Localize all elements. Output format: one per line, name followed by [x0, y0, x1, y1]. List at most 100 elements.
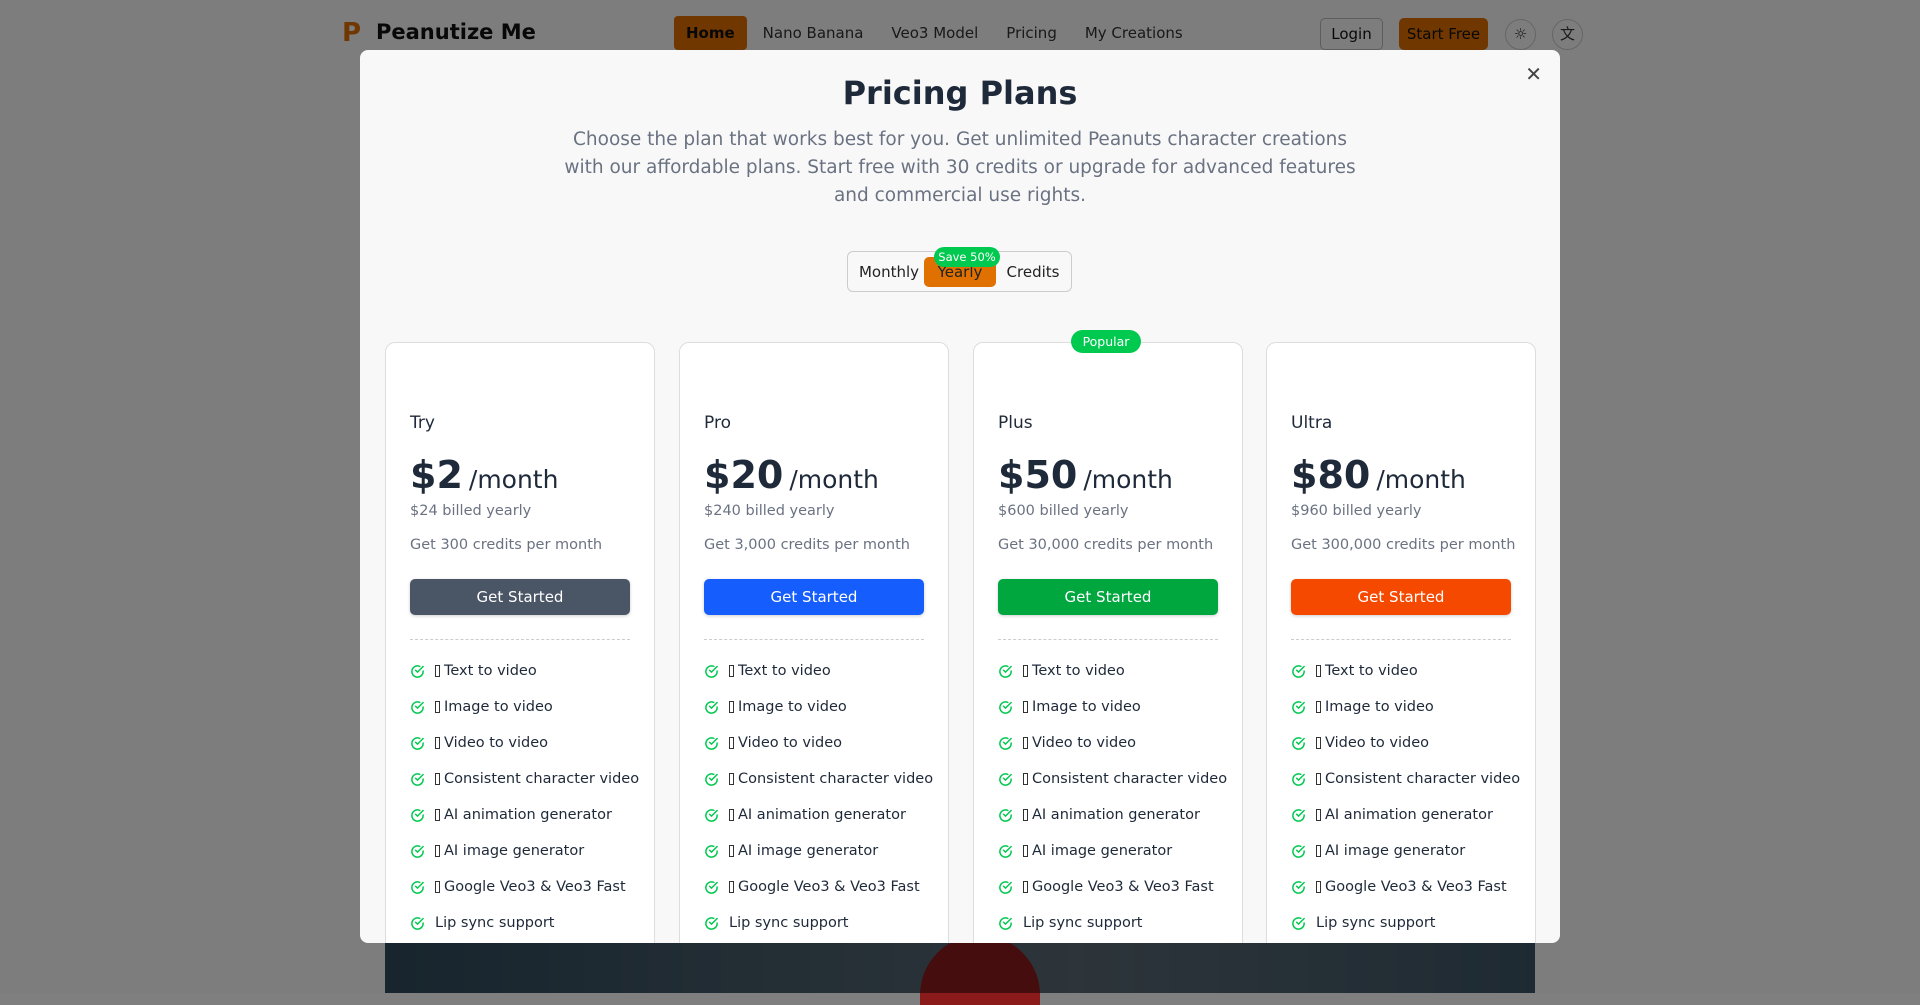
- check-circle-icon: [1292, 772, 1305, 786]
- check-circle-icon: [1292, 916, 1305, 930]
- feature-label: Consistent character video: [444, 771, 640, 787]
- feature-item: Video with sound effects: [1291, 941, 1525, 943]
- missing-emoji-icon: [1023, 881, 1028, 893]
- missing-emoji-icon: [435, 701, 440, 713]
- feature-label: Google Veo3 & Veo3 Fast: [1325, 879, 1507, 895]
- plan-price: $50/month: [998, 453, 1173, 497]
- feature-list: Text to video Image to video Video to vide…: [704, 653, 938, 943]
- feature-label: Text to video: [1325, 663, 1418, 679]
- plan-card-try: Try $2/month $24 billed yearly Get 300 c…: [385, 342, 655, 943]
- price-period: /month: [468, 465, 559, 494]
- plan-card-plus: Plus $50/month $600 billed yearly Get 30…: [973, 342, 1243, 943]
- feature-item: Text to video: [410, 653, 644, 689]
- plan-price: $20/month: [704, 453, 879, 497]
- check-circle-icon: [411, 700, 424, 714]
- price-amount: $20: [704, 453, 784, 497]
- missing-emoji-icon: [1023, 701, 1028, 713]
- feature-item: AI image generator: [998, 833, 1232, 869]
- plan-price: $80/month: [1291, 453, 1466, 497]
- missing-emoji-icon: [435, 773, 440, 785]
- check-circle-icon: [411, 772, 424, 786]
- feature-item: Lip sync support: [998, 905, 1232, 941]
- feature-label: Consistent character video: [1032, 771, 1228, 787]
- check-circle-icon: [411, 736, 424, 750]
- missing-emoji-icon: [729, 737, 734, 749]
- get-started-button[interactable]: Get Started: [704, 579, 924, 615]
- missing-emoji-icon: [435, 737, 440, 749]
- missing-emoji-icon: [729, 701, 734, 713]
- feature-label: Image to video: [1325, 699, 1434, 715]
- missing-emoji-icon: [729, 845, 734, 857]
- tab-monthly[interactable]: Monthly: [858, 263, 920, 281]
- feature-label: Video to video: [1032, 735, 1137, 751]
- pricing-modal: ✕ Pricing Plans Choose the plan that wor…: [360, 50, 1560, 943]
- get-started-button[interactable]: Get Started: [410, 579, 630, 615]
- feature-label: Google Veo3 & Veo3 Fast: [1032, 879, 1214, 895]
- check-circle-icon: [1292, 664, 1305, 678]
- feature-item: Google Veo3 & Veo3 Fast: [998, 869, 1232, 905]
- feature-item: Image to video: [704, 689, 938, 725]
- feature-list: Text to video Image to video Video to vide…: [1291, 653, 1525, 943]
- feature-item: Video to video: [410, 725, 644, 761]
- check-circle-icon: [411, 808, 424, 822]
- feature-label: Video to video: [738, 735, 843, 751]
- feature-label: Google Veo3 & Veo3 Fast: [738, 879, 920, 895]
- check-circle-icon: [705, 844, 718, 858]
- missing-emoji-icon: [1316, 701, 1321, 713]
- get-started-button[interactable]: Get Started: [1291, 579, 1511, 615]
- billed-text: $600 billed yearly: [998, 503, 1129, 519]
- check-circle-icon: [705, 880, 718, 894]
- price-period: /month: [789, 465, 879, 494]
- feature-item: Video with sound effects: [410, 941, 644, 943]
- feature-item: AI image generator: [410, 833, 644, 869]
- price-amount: $50: [998, 453, 1078, 497]
- missing-emoji-icon: [435, 881, 440, 893]
- feature-item: AI animation generator: [998, 797, 1232, 833]
- check-circle-icon: [999, 844, 1012, 858]
- feature-label: Text to video: [1032, 663, 1125, 679]
- check-circle-icon: [1292, 844, 1305, 858]
- credits-text: Get 3,000 credits per month: [704, 537, 910, 553]
- feature-item: Google Veo3 & Veo3 Fast: [1291, 869, 1525, 905]
- feature-item: Video to video: [998, 725, 1232, 761]
- feature-label: Image to video: [444, 699, 553, 715]
- missing-emoji-icon: [1023, 809, 1028, 821]
- divider: [1291, 639, 1511, 640]
- feature-item: Video with sound effects: [998, 941, 1232, 943]
- feature-item: Consistent character video: [998, 761, 1232, 797]
- feature-item: Image to video: [1291, 689, 1525, 725]
- missing-emoji-icon: [729, 665, 734, 677]
- missing-emoji-icon: [1316, 737, 1321, 749]
- feature-label: Image to video: [1032, 699, 1141, 715]
- get-started-button[interactable]: Get Started: [998, 579, 1218, 615]
- check-circle-icon: [411, 880, 424, 894]
- feature-item: AI animation generator: [704, 797, 938, 833]
- feature-label: Lip sync support: [729, 915, 849, 931]
- check-circle-icon: [411, 844, 424, 858]
- missing-emoji-icon: [1023, 665, 1028, 677]
- plan-name: Plus: [998, 413, 1033, 433]
- check-circle-icon: [705, 664, 718, 678]
- missing-emoji-icon: [729, 773, 734, 785]
- divider: [998, 639, 1218, 640]
- credits-text: Get 300 credits per month: [410, 537, 603, 553]
- feature-item: Consistent character video: [704, 761, 938, 797]
- save-badge: Save 50%: [934, 247, 1000, 267]
- check-circle-icon: [411, 664, 424, 678]
- check-circle-icon: [1292, 808, 1305, 822]
- missing-emoji-icon: [729, 809, 734, 821]
- divider: [410, 639, 630, 640]
- credits-text: Get 300,000 credits per month: [1291, 537, 1516, 553]
- close-icon[interactable]: ✕: [1525, 62, 1542, 86]
- missing-emoji-icon: [1316, 881, 1321, 893]
- check-circle-icon: [999, 736, 1012, 750]
- feature-item: Lip sync support: [1291, 905, 1525, 941]
- missing-emoji-icon: [1023, 845, 1028, 857]
- feature-item: Video to video: [1291, 725, 1525, 761]
- check-circle-icon: [1292, 880, 1305, 894]
- tab-credits[interactable]: Credits: [1006, 263, 1060, 281]
- feature-label: Image to video: [738, 699, 847, 715]
- feature-label: Text to video: [444, 663, 537, 679]
- feature-item: Lip sync support: [410, 905, 644, 941]
- plan-card-ultra: Ultra $80/month $960 billed yearly Get 3…: [1266, 342, 1536, 943]
